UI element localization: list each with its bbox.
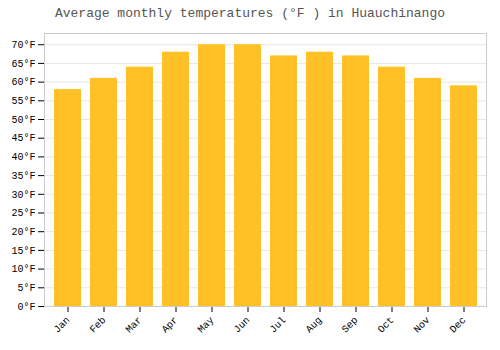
svg-text:15°F: 15°F (11, 246, 35, 257)
svg-text:70°F: 70°F (11, 40, 35, 51)
svg-text:May: May (196, 315, 217, 336)
svg-text:Dec: Dec (448, 315, 469, 336)
svg-text:Jan: Jan (52, 315, 73, 336)
svg-text:Apr: Apr (160, 315, 181, 336)
svg-text:Oct: Oct (376, 315, 397, 336)
svg-text:Mar: Mar (124, 315, 145, 336)
svg-text:50°F: 50°F (11, 115, 35, 126)
svg-text:25°F: 25°F (11, 208, 35, 219)
svg-text:Jul: Jul (268, 315, 289, 336)
svg-text:5°F: 5°F (17, 283, 35, 294)
svg-text:10°F: 10°F (11, 264, 35, 275)
svg-text:Aug: Aug (304, 315, 325, 336)
svg-text:40°F: 40°F (11, 152, 35, 163)
svg-text:Sep: Sep (340, 315, 361, 336)
svg-text:65°F: 65°F (11, 59, 35, 70)
svg-text:30°F: 30°F (11, 190, 35, 201)
svg-text:60°F: 60°F (11, 77, 35, 88)
svg-text:Feb: Feb (88, 315, 109, 336)
svg-text:20°F: 20°F (11, 227, 35, 238)
html-text:Average monthly temperatures (: Average monthly temperatures (°F ) in Hu… (55, 6, 445, 21)
svg-text:Nov: Nov (412, 315, 433, 336)
svg-text:45°F: 45°F (11, 133, 35, 144)
svg-text:0°F: 0°F (17, 302, 35, 313)
svg-text:Jun: Jun (232, 315, 253, 336)
svg-text:55°F: 55°F (11, 96, 35, 107)
svg-text:35°F: 35°F (11, 171, 35, 182)
